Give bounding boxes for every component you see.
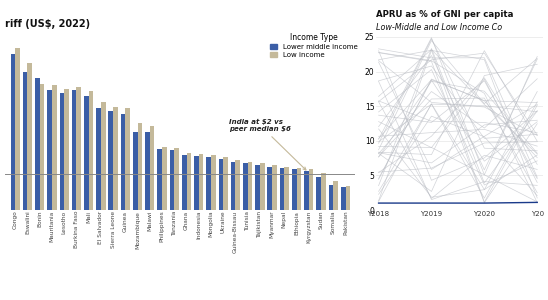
Bar xyxy=(96,108,101,210)
Text: APRU as % of GNI per capita: APRU as % of GNI per capita xyxy=(376,10,513,19)
Bar xyxy=(341,187,345,210)
Text: India at $2 vs
peer median $6: India at $2 vs peer median $6 xyxy=(229,119,306,170)
Text: riff (US$, 2022): riff (US$, 2022) xyxy=(5,19,90,29)
Bar xyxy=(304,171,309,210)
Bar xyxy=(236,160,240,210)
Bar xyxy=(231,162,236,210)
Bar xyxy=(23,72,27,210)
Bar xyxy=(89,91,93,210)
Bar xyxy=(39,84,44,210)
Bar xyxy=(133,132,138,210)
Bar xyxy=(162,147,167,210)
Bar xyxy=(345,186,350,210)
Bar xyxy=(316,177,321,210)
Bar xyxy=(52,85,56,210)
Bar xyxy=(76,87,81,210)
Bar xyxy=(15,48,20,210)
Bar xyxy=(279,168,284,210)
Bar xyxy=(145,132,150,210)
Bar xyxy=(321,173,326,210)
Bar xyxy=(84,96,89,210)
Bar xyxy=(267,167,272,210)
Bar xyxy=(272,165,277,210)
Bar xyxy=(248,162,252,210)
Bar xyxy=(47,90,52,210)
Bar xyxy=(174,148,179,210)
Bar xyxy=(194,156,199,210)
Bar xyxy=(138,123,142,210)
Bar xyxy=(292,169,296,210)
Bar xyxy=(243,163,248,210)
Bar xyxy=(101,102,106,210)
Text: Low-Middle and Low Income Co: Low-Middle and Low Income Co xyxy=(376,23,502,32)
Bar xyxy=(296,168,301,210)
Bar xyxy=(27,63,32,210)
Legend: Lower middle income, Low income: Lower middle income, Low income xyxy=(269,32,359,59)
Bar xyxy=(333,181,338,210)
Bar xyxy=(309,169,313,210)
Bar xyxy=(206,157,211,210)
Bar xyxy=(186,153,191,210)
Bar xyxy=(150,126,155,210)
Bar xyxy=(260,163,265,210)
Bar xyxy=(219,159,223,210)
Bar xyxy=(10,54,15,210)
Bar xyxy=(182,155,186,210)
Bar xyxy=(284,167,289,210)
Bar xyxy=(121,114,125,210)
Bar xyxy=(223,157,228,210)
Bar xyxy=(255,165,260,210)
Bar xyxy=(329,185,333,210)
Bar xyxy=(109,111,113,210)
Bar xyxy=(199,154,203,210)
Bar xyxy=(211,155,215,210)
Bar xyxy=(64,89,69,210)
Bar xyxy=(72,90,76,210)
Bar xyxy=(170,150,174,210)
Bar xyxy=(157,149,162,210)
Bar xyxy=(113,107,118,210)
Bar xyxy=(125,108,130,210)
Bar xyxy=(35,78,39,210)
Bar xyxy=(60,93,64,210)
